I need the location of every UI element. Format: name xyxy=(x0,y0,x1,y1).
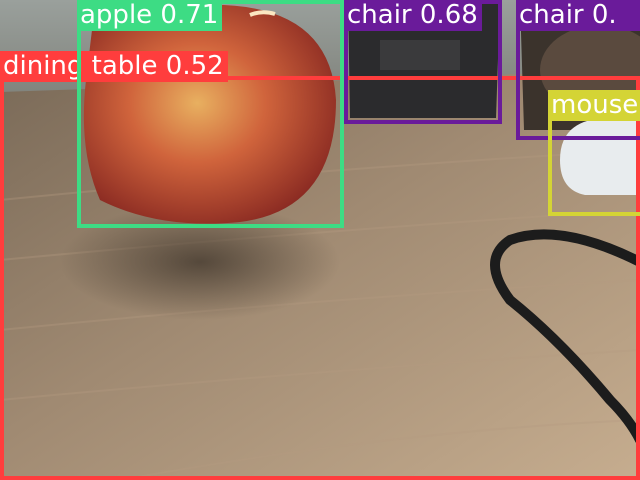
apple-shadow xyxy=(60,204,340,320)
cable xyxy=(490,229,640,445)
chair-1-label: chair 0.68 xyxy=(344,0,482,31)
apple-highlight xyxy=(249,10,276,17)
chair-1-label-text: chair 0.68 xyxy=(347,0,478,30)
mouse-label-text: mouse xyxy=(551,90,639,120)
dining-table-box xyxy=(0,76,640,480)
dining-table-label: dining table 0.52 xyxy=(0,51,228,82)
chair-2-label: chair 0. xyxy=(516,0,640,31)
mouse-box xyxy=(548,116,640,216)
chair-detail-1 xyxy=(380,40,460,70)
apple-box xyxy=(77,0,344,228)
apple-label: apple 0.71 xyxy=(77,0,223,31)
chair-2-label-text: chair 0. xyxy=(519,0,617,30)
mouse-label: mouse xyxy=(548,90,640,121)
apple-label-text: apple 0.71 xyxy=(80,0,219,30)
dining-table-label-text: dining table 0.52 xyxy=(3,51,224,81)
